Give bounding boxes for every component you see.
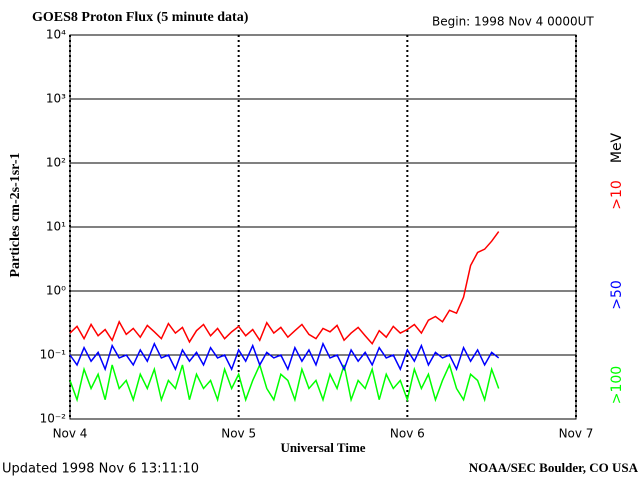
legend-label: >10 [609,180,625,210]
y-tick-label: 10¹ [46,220,66,234]
x-tick-label: Nov 5 [221,427,256,441]
x-tick-label: Nov 4 [53,427,88,441]
series-line [69,341,500,372]
begin-label: Begin: 1998 Nov 4 0000UT [432,15,594,29]
y-tick-label: 10⁻¹ [40,348,67,362]
legend-unit: MeV [609,132,625,163]
y-tick-label: 10³ [46,92,66,106]
updated-label: Updated 1998 Nov 6 13:11:10 [2,462,199,477]
x-tick-label: Nov 6 [390,427,425,441]
series-line [69,362,500,403]
legend-label: >50 [609,280,625,310]
series-line [69,231,500,346]
plot-frame [69,34,577,420]
chart-title: GOES8 Proton Flux (5 minute data) [32,10,249,25]
y-tick-label: 10⁻² [40,412,67,426]
y-tick-label: 10⁰ [46,284,66,298]
x-axis-label: Universal Time [280,440,365,455]
y-tick-label: 10⁴ [46,28,66,42]
y-axis-label: Particles cm-2s-1sr-1 [8,152,23,277]
legend-label: >100 [609,366,625,404]
y-tick-label: 10² [46,156,66,170]
x-tick-label: Nov 7 [559,427,594,441]
credit-label: NOAA/SEC Boulder, CO USA [469,460,639,475]
